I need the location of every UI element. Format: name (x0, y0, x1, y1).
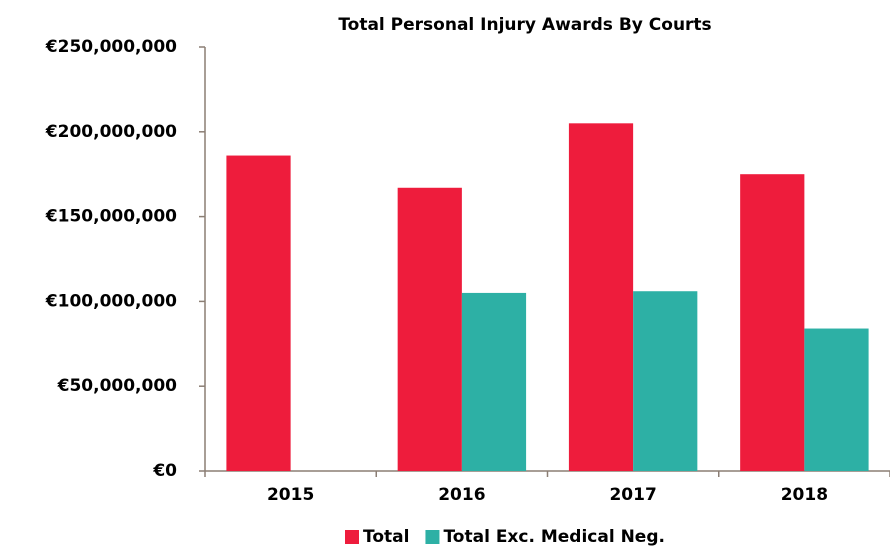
legend-label: Total (363, 527, 409, 547)
x-tick-label: 2018 (781, 485, 828, 505)
chart-title: Total Personal Injury Awards By Courts (338, 15, 711, 35)
y-tick-label: €200,000,000 (45, 122, 177, 142)
bar (568, 123, 634, 471)
y-tick-label: €100,000,000 (45, 291, 177, 311)
y-tick-label: €250,000,000 (45, 37, 177, 57)
bar (740, 174, 805, 471)
y-tick-label: €0 (152, 461, 177, 481)
y-tick-label: €150,000,000 (45, 207, 177, 227)
bar (397, 187, 462, 471)
bar (226, 155, 291, 471)
x-tick-label: 2016 (438, 485, 485, 505)
legend-swatch (425, 530, 440, 544)
legend-swatch (345, 530, 359, 544)
bar (804, 328, 869, 471)
bar (633, 291, 698, 471)
legend-label: Total Exc. Medical Neg. (443, 527, 665, 547)
x-tick-label: 2015 (267, 485, 314, 505)
bar (461, 292, 527, 471)
y-tick-label: €50,000,000 (57, 376, 178, 396)
x-tick-label: 2017 (609, 485, 656, 505)
